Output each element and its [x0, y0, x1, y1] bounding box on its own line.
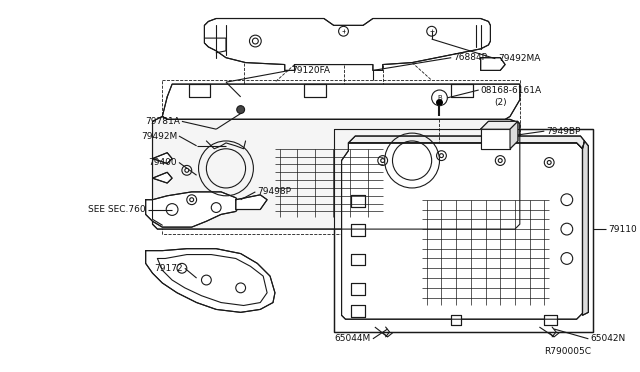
Polygon shape — [152, 153, 172, 163]
Text: 65044M: 65044M — [335, 334, 371, 343]
Polygon shape — [204, 19, 490, 70]
Circle shape — [237, 106, 244, 113]
Text: 7949BP: 7949BP — [547, 126, 580, 136]
Text: 79400: 79400 — [148, 158, 177, 167]
Circle shape — [185, 169, 189, 172]
Polygon shape — [351, 224, 365, 236]
Text: (2): (2) — [494, 98, 507, 107]
Circle shape — [189, 198, 194, 202]
Polygon shape — [510, 121, 518, 149]
Polygon shape — [481, 121, 518, 129]
Polygon shape — [146, 249, 275, 312]
Polygon shape — [152, 116, 520, 229]
Circle shape — [252, 38, 259, 44]
Polygon shape — [451, 315, 461, 325]
Text: R790005C: R790005C — [544, 347, 591, 356]
Polygon shape — [305, 84, 326, 97]
Polygon shape — [451, 84, 473, 97]
Polygon shape — [348, 136, 584, 149]
Polygon shape — [351, 305, 365, 317]
Text: 65042N: 65042N — [590, 334, 625, 343]
Circle shape — [381, 158, 385, 163]
Polygon shape — [189, 84, 211, 97]
Polygon shape — [481, 129, 510, 149]
Text: 76884P: 76884P — [453, 53, 487, 62]
Polygon shape — [582, 141, 588, 315]
Circle shape — [499, 158, 502, 163]
Polygon shape — [236, 195, 267, 209]
Text: SEE SEC.760: SEE SEC.760 — [88, 205, 146, 214]
Polygon shape — [481, 58, 505, 70]
Text: 79492M: 79492M — [141, 132, 177, 141]
Text: 08168-6161A: 08168-6161A — [481, 86, 541, 94]
Circle shape — [440, 154, 444, 158]
Polygon shape — [351, 254, 365, 265]
Text: 79492MA: 79492MA — [499, 54, 541, 63]
Polygon shape — [342, 143, 582, 319]
Polygon shape — [351, 283, 365, 295]
Text: 79172: 79172 — [154, 264, 183, 273]
Polygon shape — [333, 129, 593, 332]
Text: 79110: 79110 — [608, 225, 637, 234]
Polygon shape — [152, 172, 172, 183]
Polygon shape — [351, 195, 365, 206]
Polygon shape — [163, 84, 520, 119]
Text: 79120FA: 79120FA — [292, 66, 331, 75]
Polygon shape — [544, 315, 557, 325]
Text: 79781A: 79781A — [145, 117, 180, 126]
Circle shape — [547, 161, 551, 164]
Polygon shape — [146, 192, 241, 227]
Text: B: B — [437, 95, 442, 101]
Text: 79498P: 79498P — [257, 187, 291, 196]
